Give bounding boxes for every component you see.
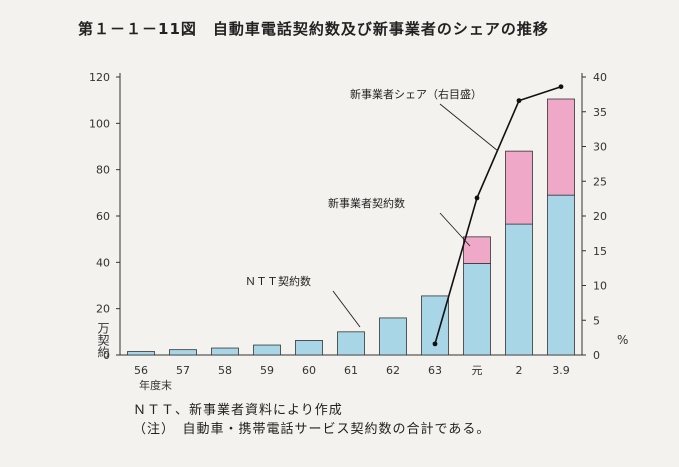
x-tick-label: 3.9 bbox=[552, 364, 570, 377]
annotation-new-operator: 新事業者契約数 bbox=[328, 196, 405, 210]
y2-axis-label: % bbox=[617, 333, 628, 347]
y2-tick-label: 5 bbox=[593, 314, 600, 327]
x-tick-label: 元 bbox=[472, 364, 483, 377]
annotation-ntt: ＮＴＴ契約数 bbox=[245, 274, 311, 288]
leader-line-share bbox=[439, 103, 499, 152]
footnote: （注） 自動車・携帯電話サービス契約数の合計である。 bbox=[133, 422, 491, 437]
x-tick-label: 59 bbox=[260, 364, 274, 377]
bar-ntt bbox=[337, 331, 365, 356]
y2-tick-label: 10 bbox=[593, 280, 607, 293]
bar-ntt bbox=[379, 317, 407, 356]
x-tick-label: 57 bbox=[176, 364, 190, 377]
bar-ntt bbox=[547, 194, 575, 356]
y2-tick-label: 25 bbox=[593, 175, 607, 188]
leader-line-ntt bbox=[332, 290, 361, 328]
x-axis-suffix: 年度末 bbox=[139, 378, 172, 392]
share-point bbox=[516, 98, 522, 104]
bar-ntt bbox=[505, 223, 533, 356]
bar-new-operator bbox=[547, 98, 575, 196]
bar-ntt bbox=[169, 349, 197, 356]
source-note: ＮＴＴ、新事業者資料により作成 bbox=[133, 403, 343, 418]
y2-tick-label: 30 bbox=[593, 141, 607, 154]
share-line-path bbox=[434, 85, 562, 345]
y-axis-label: 万契約 bbox=[96, 322, 110, 358]
y-tick-label: 0 bbox=[103, 349, 110, 362]
y2-tick-label: 15 bbox=[593, 245, 607, 258]
y2-tick-label: 35 bbox=[593, 106, 607, 119]
x-tick-label: 62 bbox=[386, 364, 400, 377]
x-tick-label: 56 bbox=[134, 364, 148, 377]
y-tick-label: 80 bbox=[96, 164, 110, 177]
x-tick-label: 60 bbox=[302, 364, 316, 377]
share-line bbox=[432, 84, 564, 347]
x-tick-label: 61 bbox=[344, 364, 358, 377]
chart: 0 20 40 60 80 100 120 0 5 10 15 20 25 30 35 40 万契約 % 56 57 5… bbox=[89, 71, 628, 392]
y-tick-label: 20 bbox=[96, 303, 110, 316]
x-tick-label: 63 bbox=[428, 364, 442, 377]
bar-ntt bbox=[127, 351, 155, 356]
bars bbox=[127, 98, 575, 356]
tick-labels: 0 20 40 60 80 100 120 0 5 10 15 20 25 30 35 40 万契約 % 56 57 5… bbox=[89, 71, 628, 392]
bar-ntt bbox=[211, 347, 239, 356]
share-point bbox=[432, 341, 438, 347]
y2-tick-label: 20 bbox=[593, 210, 607, 223]
bar-ntt bbox=[253, 344, 281, 356]
bar-ntt bbox=[295, 340, 323, 356]
y2-tick-label: 40 bbox=[593, 71, 607, 84]
bar-new-operator bbox=[505, 150, 533, 225]
leader-line-new-operator bbox=[439, 212, 471, 247]
y-tick-label: 120 bbox=[89, 71, 110, 84]
share-point bbox=[474, 195, 480, 201]
annotations: 新事業者シェア（右目盛） 新事業者契約数 ＮＴＴ契約数 bbox=[245, 87, 499, 328]
bar-ntt bbox=[421, 295, 449, 356]
y-tick-label: 40 bbox=[96, 256, 110, 269]
y-tick-label: 100 bbox=[89, 117, 110, 130]
y-tick-label: 60 bbox=[96, 210, 110, 223]
annotation-share: 新事業者シェア（右目盛） bbox=[350, 87, 482, 101]
y2-tick-label: 0 bbox=[593, 349, 600, 362]
x-tick-label: 2 bbox=[516, 364, 523, 377]
chart-title: 第１－１－11図 自動車電話契約数及び新事業者のシェアの推移 bbox=[78, 20, 549, 38]
bar-new-operator bbox=[463, 236, 491, 264]
share-point bbox=[558, 84, 564, 90]
bar-ntt bbox=[463, 263, 491, 356]
x-tick-label: 58 bbox=[218, 364, 232, 377]
